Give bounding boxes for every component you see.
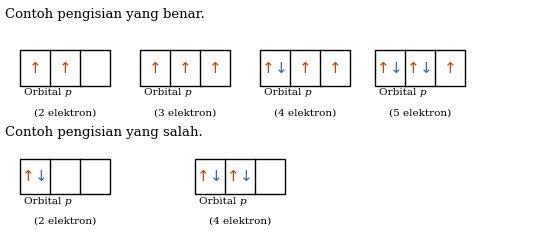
Text: ↑: ↑ <box>299 60 311 76</box>
FancyBboxPatch shape <box>139 50 230 86</box>
Text: ↑: ↑ <box>178 60 192 76</box>
Text: ↓: ↓ <box>240 169 253 184</box>
Text: ↑: ↑ <box>377 60 390 76</box>
Text: Orbital: Orbital <box>379 88 420 97</box>
Text: ↑: ↑ <box>444 60 457 76</box>
Text: (4 elektron): (4 elektron) <box>209 217 271 226</box>
FancyBboxPatch shape <box>20 159 110 194</box>
Text: ↑: ↑ <box>22 169 35 184</box>
Text: Orbital: Orbital <box>199 197 240 206</box>
Text: (2 elektron): (2 elektron) <box>34 217 96 226</box>
FancyBboxPatch shape <box>375 50 466 86</box>
Text: ↑: ↑ <box>197 169 210 184</box>
Text: p: p <box>65 88 71 97</box>
Text: ↓: ↓ <box>390 60 403 76</box>
FancyBboxPatch shape <box>195 159 285 194</box>
Text: Orbital: Orbital <box>265 88 305 97</box>
Text: p: p <box>305 88 312 97</box>
Text: ↑: ↑ <box>59 60 71 76</box>
Text: p: p <box>65 197 71 206</box>
Text: ↓: ↓ <box>275 60 288 76</box>
Text: (4 elektron): (4 elektron) <box>274 108 336 117</box>
Text: Orbital: Orbital <box>24 88 65 97</box>
Text: (5 elektron): (5 elektron) <box>389 108 451 117</box>
Text: ↓: ↓ <box>210 169 223 184</box>
Text: ↑: ↑ <box>29 60 41 76</box>
Text: Contoh pengisian yang benar.: Contoh pengisian yang benar. <box>5 8 205 21</box>
Text: ↓: ↓ <box>420 60 433 76</box>
Text: (3 elektron): (3 elektron) <box>154 108 216 117</box>
Text: p: p <box>240 197 247 206</box>
FancyBboxPatch shape <box>260 50 350 86</box>
Text: ↑: ↑ <box>329 60 341 76</box>
Text: (2 elektron): (2 elektron) <box>34 108 96 117</box>
Text: ↑: ↑ <box>262 60 274 76</box>
Text: Orbital: Orbital <box>24 197 65 206</box>
Text: Contoh pengisian yang salah.: Contoh pengisian yang salah. <box>5 126 203 139</box>
Text: Orbital: Orbital <box>144 88 185 97</box>
Text: ↑: ↑ <box>407 60 420 76</box>
Text: ↑: ↑ <box>209 60 222 76</box>
Text: p: p <box>420 88 427 97</box>
Text: ↓: ↓ <box>35 169 48 184</box>
Text: ↑: ↑ <box>227 169 240 184</box>
Text: ↑: ↑ <box>148 60 161 76</box>
FancyBboxPatch shape <box>20 50 110 86</box>
Text: p: p <box>185 88 192 97</box>
